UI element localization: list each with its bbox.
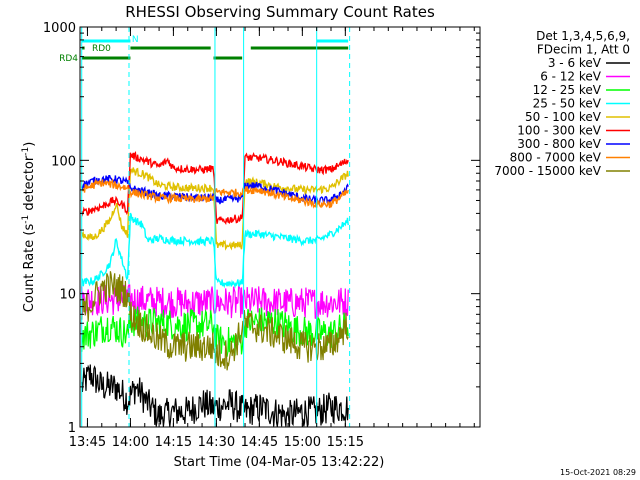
x-tick-label: 15:15 <box>327 435 364 450</box>
annotation-rd0: RD0 <box>92 44 111 54</box>
legend-label: 7000 - 15000 keV <box>494 164 601 178</box>
legend-label: 25 - 50 keV <box>533 97 602 111</box>
legend-label: 6 - 12 keV <box>540 70 602 84</box>
legend-label: 12 - 25 keV <box>533 83 602 97</box>
x-tick-label: 14:45 <box>241 435 278 450</box>
axes: 13:45 14:00 14:15 14:30 14:45 15:00 15:15 1 10 10… <box>43 21 480 450</box>
annotation-rd4: RD4 <box>59 54 78 64</box>
chart-title: RHESSI Observing Summary Count Rates <box>125 3 435 21</box>
x-tick-label: 15:00 <box>284 435 321 450</box>
y-label-tail: detector <box>22 155 37 215</box>
y-tick-label: 1000 <box>43 21 76 36</box>
y-tick-label: 1 <box>68 421 76 436</box>
y-tick-label: 10 <box>59 288 76 303</box>
plot-frame <box>79 26 481 428</box>
y-label-main: Count Rate (s <box>22 224 37 313</box>
y-label-exp: -1 <box>21 215 31 224</box>
y-label-close: ) <box>22 142 37 147</box>
event-lines <box>81 27 351 427</box>
y-tick-label: 100 <box>51 154 76 169</box>
legend-label: 100 - 300 keV <box>517 124 601 138</box>
legend-label: 50 - 100 keV <box>525 110 602 124</box>
x-tick-label: 14:00 <box>112 435 149 450</box>
x-tick-label: 14:30 <box>198 435 235 450</box>
x-tick-label: 14:15 <box>155 435 192 450</box>
legend: Det 1,3,4,5,6,9,FDecim 1, Att 03 - 6 keV… <box>494 29 630 178</box>
y-axis-label: Count Rate (s-1 detector-1) <box>21 142 37 313</box>
x-axis-label: Start Time (04-Mar-05 13:42:22) <box>174 455 385 470</box>
annotation-n: N <box>132 35 139 45</box>
legend-label: 300 - 800 keV <box>517 137 601 151</box>
legend-header: FDecim 1, Att 0 <box>537 43 630 57</box>
x-tick-label: 13:45 <box>69 435 106 450</box>
legend-header: Det 1,3,4,5,6,9, <box>536 29 630 43</box>
y-label-exp2: -1 <box>21 147 31 156</box>
legend-label: 3 - 6 keV <box>548 56 602 70</box>
legend-label: 800 - 7000 keV <box>510 151 602 165</box>
footer-timestamp: 15-Oct-2021 08:29 <box>560 468 636 477</box>
